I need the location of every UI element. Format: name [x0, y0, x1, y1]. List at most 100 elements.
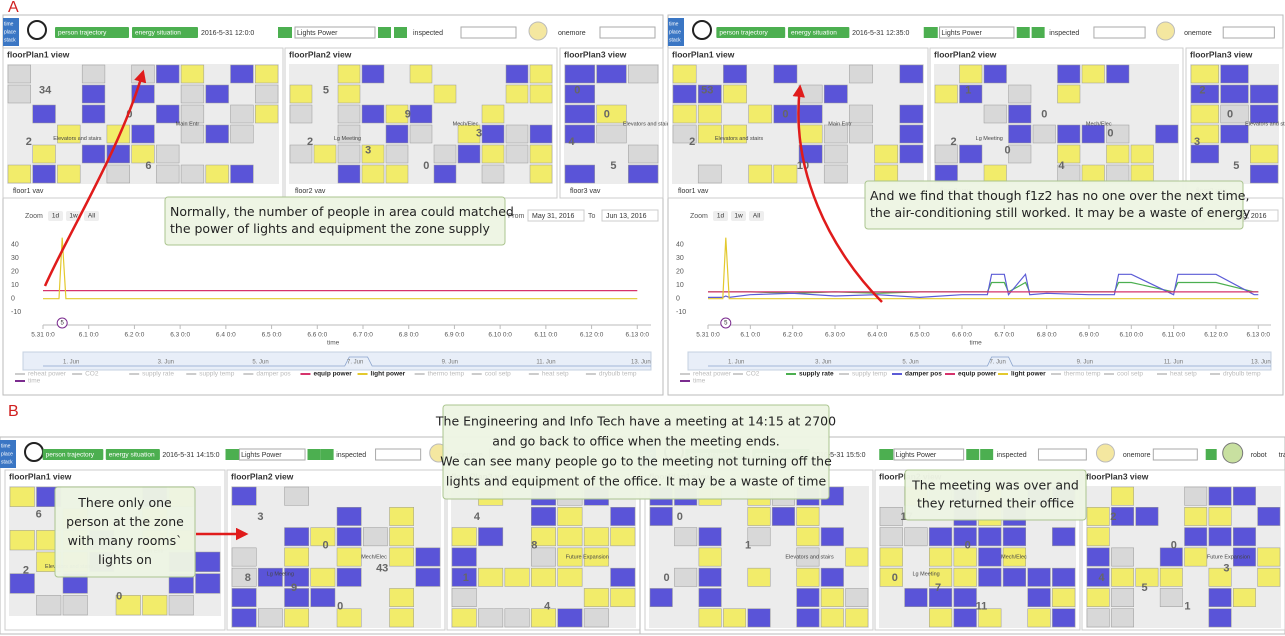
go-button	[1205, 449, 1217, 460]
floor-area	[1190, 64, 1279, 184]
toolbar-time: 2016-5-31 12:0:0	[201, 30, 254, 37]
room	[823, 124, 848, 144]
next-button[interactable]	[320, 449, 334, 460]
play-button[interactable]	[966, 449, 980, 460]
zoom-button[interactable]	[713, 211, 728, 221]
occupancy-count: 4	[474, 511, 481, 523]
room	[698, 547, 722, 567]
room	[1111, 507, 1134, 526]
room	[1190, 144, 1219, 164]
toolbar-button[interactable]	[42, 449, 104, 460]
room	[1184, 486, 1208, 506]
legend-label: heat setp	[1170, 371, 1197, 378]
next-button[interactable]	[394, 27, 407, 38]
toolbar-button[interactable]	[132, 27, 198, 38]
room	[258, 608, 283, 628]
occupancy-count: 7	[935, 582, 941, 594]
occupancy-count: 2	[1199, 84, 1205, 96]
room	[953, 567, 977, 587]
room	[313, 144, 337, 164]
room	[230, 164, 254, 184]
next-button[interactable]	[1031, 27, 1045, 38]
legend-label: cool setp	[485, 371, 511, 378]
zoom-button[interactable]	[48, 211, 63, 221]
room	[820, 567, 844, 587]
play-button[interactable]	[1016, 27, 1030, 38]
logo-text: time	[1, 443, 11, 449]
annotation-text: The Engineering and Info Tech have a mee…	[435, 414, 836, 429]
room	[231, 567, 257, 587]
room	[337, 84, 361, 104]
zoom-button[interactable]	[66, 211, 81, 221]
time-marker-label: 5	[61, 321, 65, 327]
room	[983, 104, 1007, 124]
range-to: Jun 13, 2016	[606, 213, 647, 220]
room	[131, 144, 155, 164]
room	[180, 164, 205, 184]
inspected-input[interactable]	[1093, 26, 1146, 39]
room	[385, 164, 409, 184]
inspected-input[interactable]	[1037, 448, 1087, 461]
zoom-button[interactable]	[84, 211, 99, 221]
select-box[interactable]	[893, 448, 965, 461]
room	[1111, 588, 1134, 607]
toolbar-time: 2016-5-31 15:5:0	[812, 452, 865, 459]
legend-label: drybulb temp	[1223, 371, 1261, 378]
play-button[interactable]	[307, 449, 321, 460]
room	[451, 567, 477, 587]
room	[1002, 547, 1026, 567]
toolbar-button[interactable]	[787, 27, 850, 38]
legend-label: damper pos	[905, 371, 942, 378]
room	[310, 588, 336, 607]
room	[81, 144, 106, 164]
play-button[interactable]	[378, 27, 391, 38]
next-button[interactable]	[980, 449, 994, 460]
x-tick-label: 6.8 0:0	[399, 332, 419, 339]
room	[879, 507, 903, 526]
room	[879, 527, 903, 547]
zoom-button[interactable]	[749, 211, 764, 221]
inspected-input[interactable]	[375, 448, 422, 461]
series-line	[708, 237, 1259, 300]
room-label: Mech/Elec	[361, 554, 387, 560]
room	[845, 547, 869, 567]
room	[1250, 104, 1279, 124]
room	[32, 164, 56, 184]
room	[628, 164, 659, 184]
toolbar-button[interactable]	[55, 27, 129, 38]
room	[959, 144, 983, 164]
room	[205, 124, 229, 144]
room	[32, 104, 56, 124]
room	[36, 595, 62, 616]
toolbar-button[interactable]	[105, 449, 160, 460]
room	[953, 608, 977, 628]
annotation-text: lights and equipment of the office. It m…	[446, 474, 827, 489]
toolbar-button[interactable]	[716, 27, 786, 38]
annotation-arrow	[43, 69, 147, 287]
room	[195, 573, 221, 594]
view-title: floorPlan2 view	[231, 471, 294, 481]
room	[953, 588, 977, 607]
room	[337, 64, 361, 84]
select-box[interactable]	[939, 26, 1015, 39]
navigator-line	[708, 356, 1271, 367]
x-tick-label: 6.13 0:0	[626, 332, 650, 339]
select-box[interactable]	[294, 26, 376, 39]
inspected-input[interactable]	[460, 26, 517, 39]
zoom-button[interactable]	[731, 211, 746, 221]
room	[1111, 567, 1134, 587]
room	[1027, 608, 1051, 628]
logo-text: place	[1, 451, 13, 457]
room	[564, 164, 595, 184]
select-box[interactable]	[238, 448, 306, 461]
legend-label: time	[28, 378, 41, 385]
zoom-button-label: All	[88, 213, 96, 220]
room	[929, 588, 953, 607]
room	[796, 588, 820, 607]
room	[57, 164, 81, 184]
room	[205, 84, 229, 104]
occupancy-count: 3	[1223, 562, 1229, 574]
y-tick-label: -10	[11, 309, 21, 316]
time-marker	[56, 317, 68, 329]
room	[697, 104, 722, 124]
